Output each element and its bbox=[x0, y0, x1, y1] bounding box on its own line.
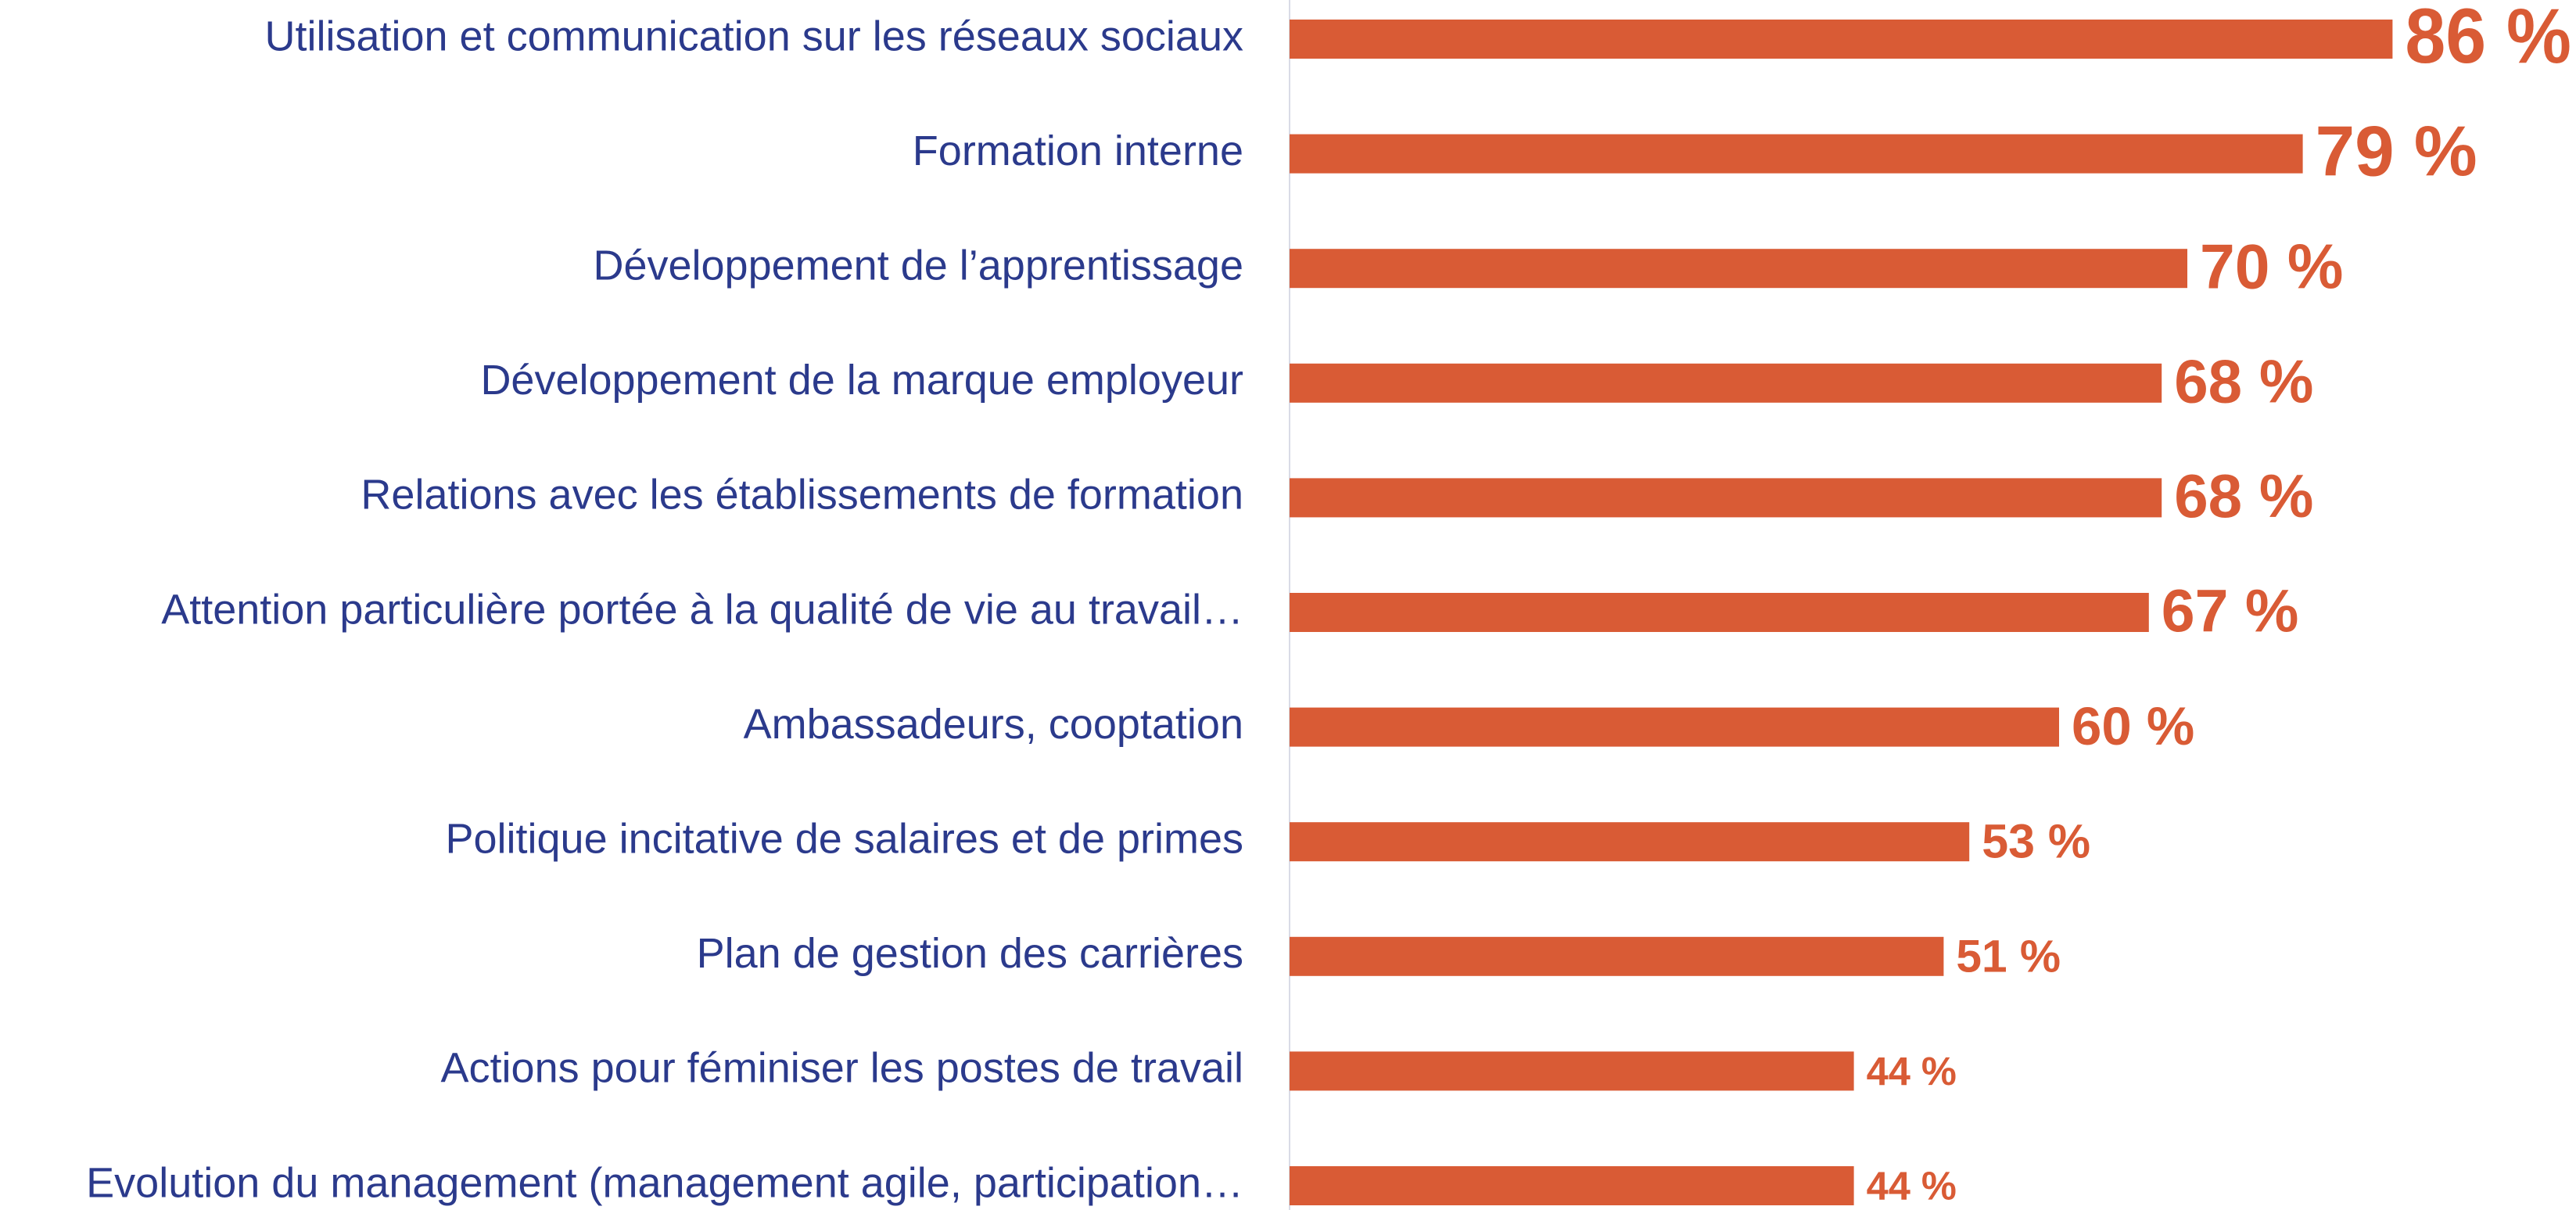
category-label: Développement de l’apprentissage bbox=[593, 242, 1243, 289]
value-label: 53 % bbox=[1982, 814, 2090, 867]
bar bbox=[1290, 134, 2303, 174]
bar bbox=[1290, 249, 2187, 289]
bar bbox=[1290, 593, 2149, 632]
bar bbox=[1290, 20, 2393, 59]
value-label: 44 % bbox=[1867, 1049, 1957, 1093]
bar bbox=[1290, 1166, 1854, 1205]
value-label: 86 % bbox=[2405, 0, 2571, 79]
value-label: 70 % bbox=[2200, 232, 2343, 302]
bar bbox=[1290, 707, 2059, 747]
category-label: Ambassadeurs, cooptation bbox=[744, 701, 1243, 748]
category-label: Utilisation et communication sur les rés… bbox=[264, 13, 1243, 59]
category-label: Relations avec les établissements de for… bbox=[361, 472, 1243, 519]
category-label: Evolution du management (management agil… bbox=[86, 1159, 1243, 1206]
value-label: 68 % bbox=[2174, 346, 2313, 415]
value-label: 60 % bbox=[2072, 696, 2194, 756]
category-label: Actions pour féminiser les postes de tra… bbox=[441, 1045, 1243, 1092]
bar bbox=[1290, 822, 1970, 862]
value-label: 44 % bbox=[1867, 1163, 1957, 1208]
bar bbox=[1290, 478, 2162, 518]
category-label: Politique incitative de salaires et de p… bbox=[445, 815, 1243, 862]
value-label: 51 % bbox=[1956, 931, 2061, 982]
bar bbox=[1290, 936, 1944, 976]
value-label: 68 % bbox=[2174, 461, 2313, 530]
category-label: Formation interne bbox=[913, 127, 1243, 174]
value-label: 67 % bbox=[2162, 577, 2299, 644]
category-label: Développement de la marque employeur bbox=[480, 357, 1243, 404]
category-label: Attention particulière portée à la quali… bbox=[161, 586, 1243, 633]
category-label: Plan de gestion des carrières bbox=[697, 930, 1243, 977]
bar bbox=[1290, 363, 2162, 403]
bar bbox=[1290, 1051, 1854, 1091]
value-label: 79 % bbox=[2316, 113, 2477, 192]
